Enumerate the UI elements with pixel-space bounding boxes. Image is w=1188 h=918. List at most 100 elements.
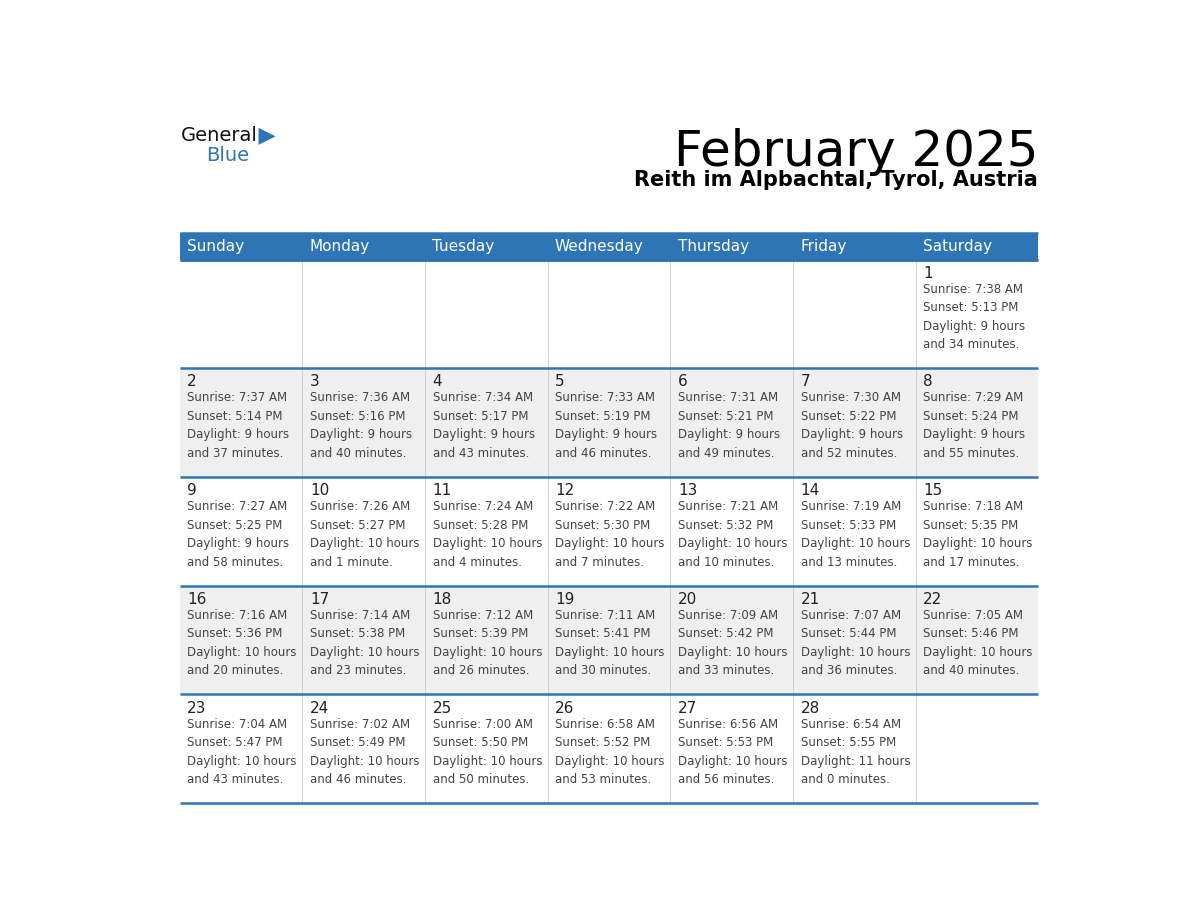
Text: Sunrise: 7:09 AM
Sunset: 5:42 PM
Daylight: 10 hours
and 33 minutes.: Sunrise: 7:09 AM Sunset: 5:42 PM Dayligh… [678, 609, 788, 677]
Text: 26: 26 [555, 700, 575, 716]
Text: 24: 24 [310, 700, 329, 716]
Text: Sunrise: 7:16 AM
Sunset: 5:36 PM
Daylight: 10 hours
and 20 minutes.: Sunrise: 7:16 AM Sunset: 5:36 PM Dayligh… [188, 609, 297, 677]
Text: February 2025: February 2025 [674, 128, 1038, 176]
Bar [548, 233, 670, 260]
Text: Sunrise: 7:31 AM
Sunset: 5:21 PM
Daylight: 9 hours
and 49 minutes.: Sunrise: 7:31 AM Sunset: 5:21 PM Dayligh… [678, 391, 781, 460]
Bar [302, 586, 425, 694]
Text: Sunrise: 7:36 AM
Sunset: 5:16 PM
Daylight: 9 hours
and 40 minutes.: Sunrise: 7:36 AM Sunset: 5:16 PM Dayligh… [310, 391, 412, 460]
Bar [670, 233, 792, 260]
Text: 16: 16 [188, 592, 207, 607]
Text: Sunrise: 7:26 AM
Sunset: 5:27 PM
Daylight: 10 hours
and 1 minute.: Sunrise: 7:26 AM Sunset: 5:27 PM Dayligh… [310, 500, 419, 568]
Text: Sunrise: 7:29 AM
Sunset: 5:24 PM
Daylight: 9 hours
and 55 minutes.: Sunrise: 7:29 AM Sunset: 5:24 PM Dayligh… [923, 391, 1025, 460]
Bar [302, 233, 425, 260]
Text: 13: 13 [678, 483, 697, 498]
Text: 10: 10 [310, 483, 329, 498]
Text: 17: 17 [310, 592, 329, 607]
Text: Reith im Alpbachtal, Tyrol, Austria: Reith im Alpbachtal, Tyrol, Austria [634, 170, 1038, 190]
Bar [425, 694, 548, 803]
Bar [425, 260, 548, 368]
Text: 11: 11 [432, 483, 451, 498]
Text: Blue: Blue [206, 146, 249, 165]
Text: Wednesday: Wednesday [555, 239, 644, 254]
Text: Sunrise: 7:34 AM
Sunset: 5:17 PM
Daylight: 9 hours
and 43 minutes.: Sunrise: 7:34 AM Sunset: 5:17 PM Dayligh… [432, 391, 535, 460]
Text: 3: 3 [310, 375, 320, 389]
Bar [179, 368, 302, 477]
Bar [425, 477, 548, 586]
Text: 19: 19 [555, 592, 575, 607]
Text: Saturday: Saturday [923, 239, 992, 254]
Text: 28: 28 [801, 700, 820, 716]
Text: Sunrise: 7:02 AM
Sunset: 5:49 PM
Daylight: 10 hours
and 46 minutes.: Sunrise: 7:02 AM Sunset: 5:49 PM Dayligh… [310, 718, 419, 786]
Polygon shape [259, 128, 276, 145]
Bar [548, 260, 670, 368]
Bar [302, 368, 425, 477]
Text: 15: 15 [923, 483, 942, 498]
Text: 22: 22 [923, 592, 942, 607]
Bar [179, 233, 302, 260]
Text: Sunrise: 7:24 AM
Sunset: 5:28 PM
Daylight: 10 hours
and 4 minutes.: Sunrise: 7:24 AM Sunset: 5:28 PM Dayligh… [432, 500, 542, 568]
Bar [792, 694, 916, 803]
Text: 1: 1 [923, 265, 933, 281]
Bar [916, 368, 1038, 477]
Bar [302, 694, 425, 803]
Bar [179, 477, 302, 586]
Bar [302, 260, 425, 368]
Text: Sunrise: 6:56 AM
Sunset: 5:53 PM
Daylight: 10 hours
and 56 minutes.: Sunrise: 6:56 AM Sunset: 5:53 PM Dayligh… [678, 718, 788, 786]
Bar [548, 586, 670, 694]
Text: 9: 9 [188, 483, 197, 498]
Text: Sunrise: 7:00 AM
Sunset: 5:50 PM
Daylight: 10 hours
and 50 minutes.: Sunrise: 7:00 AM Sunset: 5:50 PM Dayligh… [432, 718, 542, 786]
Bar [670, 260, 792, 368]
Text: Sunrise: 7:38 AM
Sunset: 5:13 PM
Daylight: 9 hours
and 34 minutes.: Sunrise: 7:38 AM Sunset: 5:13 PM Dayligh… [923, 283, 1025, 352]
Bar [670, 694, 792, 803]
Bar [792, 368, 916, 477]
Text: Sunrise: 7:05 AM
Sunset: 5:46 PM
Daylight: 10 hours
and 40 minutes.: Sunrise: 7:05 AM Sunset: 5:46 PM Dayligh… [923, 609, 1032, 677]
Text: Sunrise: 7:04 AM
Sunset: 5:47 PM
Daylight: 10 hours
and 43 minutes.: Sunrise: 7:04 AM Sunset: 5:47 PM Dayligh… [188, 718, 297, 786]
Text: General: General [181, 126, 258, 144]
Bar [548, 694, 670, 803]
Bar [792, 233, 916, 260]
Bar [670, 586, 792, 694]
Text: 2: 2 [188, 375, 197, 389]
Text: 12: 12 [555, 483, 575, 498]
Bar [792, 586, 916, 694]
Text: 20: 20 [678, 592, 697, 607]
Text: Sunrise: 7:18 AM
Sunset: 5:35 PM
Daylight: 10 hours
and 17 minutes.: Sunrise: 7:18 AM Sunset: 5:35 PM Dayligh… [923, 500, 1032, 568]
Text: Sunrise: 7:14 AM
Sunset: 5:38 PM
Daylight: 10 hours
and 23 minutes.: Sunrise: 7:14 AM Sunset: 5:38 PM Dayligh… [310, 609, 419, 677]
Text: 4: 4 [432, 375, 442, 389]
Bar [179, 586, 302, 694]
Text: Tuesday: Tuesday [432, 239, 494, 254]
Bar [425, 368, 548, 477]
Text: Sunrise: 7:22 AM
Sunset: 5:30 PM
Daylight: 10 hours
and 7 minutes.: Sunrise: 7:22 AM Sunset: 5:30 PM Dayligh… [555, 500, 665, 568]
Text: Sunrise: 7:11 AM
Sunset: 5:41 PM
Daylight: 10 hours
and 30 minutes.: Sunrise: 7:11 AM Sunset: 5:41 PM Dayligh… [555, 609, 665, 677]
Bar [916, 260, 1038, 368]
Bar [916, 694, 1038, 803]
Bar [670, 477, 792, 586]
Text: 23: 23 [188, 700, 207, 716]
Bar [792, 260, 916, 368]
Bar [179, 694, 302, 803]
Text: 25: 25 [432, 700, 451, 716]
Text: 8: 8 [923, 375, 933, 389]
Text: 14: 14 [801, 483, 820, 498]
Bar [670, 368, 792, 477]
Text: Sunrise: 7:07 AM
Sunset: 5:44 PM
Daylight: 10 hours
and 36 minutes.: Sunrise: 7:07 AM Sunset: 5:44 PM Dayligh… [801, 609, 910, 677]
Text: 27: 27 [678, 700, 697, 716]
Bar [792, 477, 916, 586]
Bar [548, 477, 670, 586]
Bar [302, 477, 425, 586]
Text: Sunrise: 7:19 AM
Sunset: 5:33 PM
Daylight: 10 hours
and 13 minutes.: Sunrise: 7:19 AM Sunset: 5:33 PM Dayligh… [801, 500, 910, 568]
Text: Friday: Friday [801, 239, 847, 254]
Text: Sunrise: 6:58 AM
Sunset: 5:52 PM
Daylight: 10 hours
and 53 minutes.: Sunrise: 6:58 AM Sunset: 5:52 PM Dayligh… [555, 718, 665, 786]
Bar [916, 233, 1038, 260]
Text: Sunrise: 7:33 AM
Sunset: 5:19 PM
Daylight: 9 hours
and 46 minutes.: Sunrise: 7:33 AM Sunset: 5:19 PM Dayligh… [555, 391, 657, 460]
Text: Sunrise: 7:12 AM
Sunset: 5:39 PM
Daylight: 10 hours
and 26 minutes.: Sunrise: 7:12 AM Sunset: 5:39 PM Dayligh… [432, 609, 542, 677]
Bar [916, 477, 1038, 586]
Bar [425, 233, 548, 260]
Bar [548, 368, 670, 477]
Text: Sunday: Sunday [187, 239, 244, 254]
Text: Sunrise: 7:30 AM
Sunset: 5:22 PM
Daylight: 9 hours
and 52 minutes.: Sunrise: 7:30 AM Sunset: 5:22 PM Dayligh… [801, 391, 903, 460]
Text: Monday: Monday [310, 239, 369, 254]
Text: 21: 21 [801, 592, 820, 607]
Text: Sunrise: 6:54 AM
Sunset: 5:55 PM
Daylight: 11 hours
and 0 minutes.: Sunrise: 6:54 AM Sunset: 5:55 PM Dayligh… [801, 718, 910, 786]
Text: Sunrise: 7:21 AM
Sunset: 5:32 PM
Daylight: 10 hours
and 10 minutes.: Sunrise: 7:21 AM Sunset: 5:32 PM Dayligh… [678, 500, 788, 568]
